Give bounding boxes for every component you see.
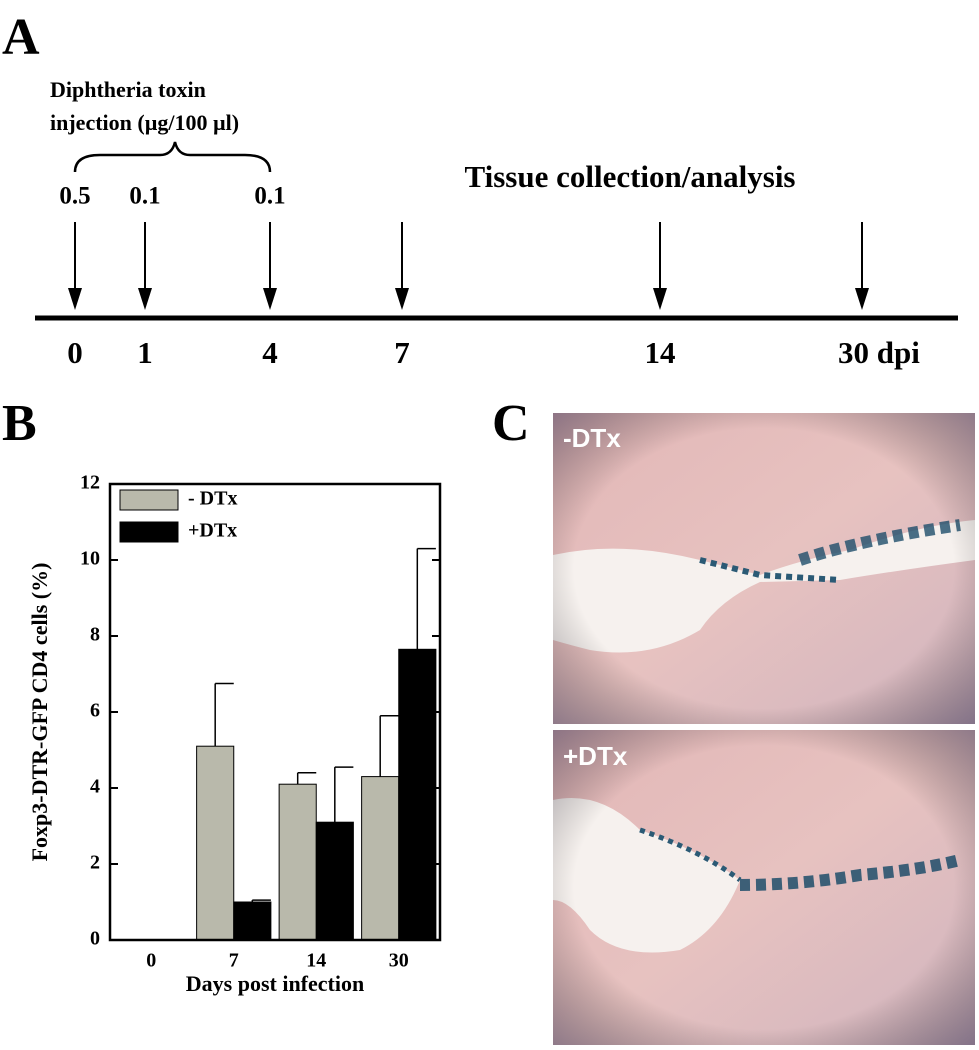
panel-label: A: [2, 9, 40, 66]
day-label: 1: [137, 335, 153, 370]
plot-frame: [108, 482, 442, 942]
dose-label: 0.5: [59, 183, 90, 210]
x-tick-label: 0: [146, 950, 156, 972]
day-label: 4: [262, 335, 278, 370]
x-tick-label: 7: [229, 950, 239, 972]
micrograph: +DTx: [553, 730, 975, 1045]
injection-title: Diphtheria toxin: [50, 77, 206, 102]
brace: [73, 141, 272, 173]
legend-swatch: [119, 521, 179, 543]
y-axis-label: Foxp3-DTR-GFP CD4 cells (%): [27, 563, 52, 862]
legend-swatch: [119, 489, 179, 511]
bar: [196, 745, 235, 941]
y-tick-label: 10: [80, 548, 100, 570]
arrow-head: [138, 288, 152, 310]
micrograph-label: +DTx: [563, 741, 628, 771]
dose-label: 0.1: [254, 183, 285, 210]
y-tick-label: 4: [90, 776, 100, 798]
collection-title: Tissue collection/analysis: [465, 159, 796, 194]
bar: [233, 901, 272, 941]
micrograph-label: -DTx: [563, 423, 621, 453]
y-tick-label: 0: [90, 928, 100, 950]
x-tick-label: 14: [306, 950, 326, 972]
legend-label: +DTx: [188, 520, 237, 542]
y-tick-label: 2: [90, 852, 100, 874]
micrograph: -DTx: [553, 413, 975, 724]
day-label: 14: [645, 335, 676, 370]
panel-label: B: [2, 395, 37, 452]
x-tick-label: 30: [389, 950, 409, 972]
arrow-head: [395, 288, 409, 310]
x-axis-label: Days post infection: [186, 971, 364, 996]
y-tick-label: 6: [90, 700, 100, 722]
arrow-head: [653, 288, 667, 310]
arrow-head: [263, 288, 277, 310]
y-tick-label: 8: [90, 624, 100, 646]
y-tick-label: 12: [80, 472, 100, 494]
arrow-head: [68, 288, 82, 310]
bar: [278, 783, 317, 941]
day-label: 30 dpi: [838, 335, 920, 370]
legend-label: - DTx: [188, 488, 237, 510]
day-label: 7: [394, 335, 410, 370]
panel-label: C: [492, 395, 530, 452]
dose-label: 0.1: [129, 183, 160, 210]
bar: [361, 776, 400, 941]
arrow-head: [855, 288, 869, 310]
bar: [398, 648, 437, 941]
day-label: 0: [67, 335, 83, 370]
bar: [315, 821, 354, 941]
injection-title: injection (µg/100 µl): [50, 110, 239, 135]
